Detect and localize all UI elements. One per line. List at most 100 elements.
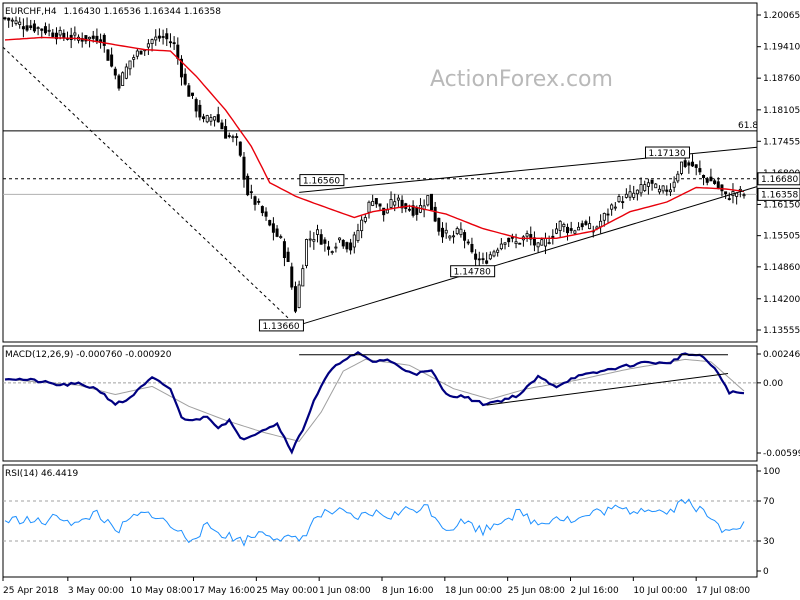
- candle-body: [540, 239, 544, 246]
- candle-body: [139, 50, 143, 55]
- candle-body: [128, 60, 132, 70]
- candle-body: [632, 192, 636, 198]
- candle-body: [338, 237, 342, 241]
- candle-body: [687, 162, 691, 166]
- candle-body: [253, 196, 257, 205]
- candle-body: [282, 241, 286, 259]
- candle-body: [668, 189, 672, 193]
- candle-body: [679, 161, 683, 174]
- price-y-tick-label: 1.20065: [763, 11, 800, 21]
- macd-y-ticks: 0.002463 0.00 -0.005992: [757, 350, 800, 459]
- macd-panel: 0.002463 0.00 -0.005992 MACD(12,26,9) -0.0…: [2, 345, 800, 462]
- x-tick-label: 25 Jun 08:00: [508, 586, 565, 596]
- x-tick-label: 17 May 16:00: [194, 586, 256, 596]
- candle-body: [507, 237, 511, 243]
- candle-body: [698, 168, 702, 173]
- macd-panel-frame: [2, 345, 758, 462]
- price-header: EURCHF,H4 1.16430 1.16536 1.16344 1.1635…: [5, 7, 221, 17]
- price-y-tick-label: 1.18760: [763, 74, 800, 84]
- candle-body: [356, 230, 360, 241]
- price-y-tick-label: 1.19410: [763, 43, 800, 53]
- candle-body: [654, 183, 658, 189]
- candle-body: [29, 25, 33, 29]
- candle-body: [665, 189, 669, 192]
- price-badge: [757, 172, 800, 186]
- candle-body: [172, 42, 176, 45]
- candle-body: [624, 193, 628, 198]
- candle-body: [260, 206, 264, 214]
- candle-body: [352, 234, 356, 248]
- x-tick-label: 25 Apr 2018: [3, 586, 59, 596]
- macd-trendline: [486, 372, 729, 406]
- candle-body: [179, 58, 183, 78]
- candle-body: [580, 223, 584, 228]
- candle-body: [459, 228, 463, 236]
- candle-body: [286, 251, 290, 262]
- candle-body: [657, 188, 661, 193]
- candle-body: [275, 228, 279, 237]
- candle-body: [360, 219, 364, 232]
- candle-body: [558, 220, 562, 232]
- candle-body: [297, 284, 301, 308]
- annotation-box: [644, 146, 690, 159]
- candle-body: [547, 242, 551, 245]
- candle-body: [470, 243, 474, 253]
- candle-body: [312, 239, 316, 242]
- macd-trendlines: [299, 354, 729, 406]
- candle-body: [135, 50, 139, 57]
- annotation-box: [450, 265, 496, 278]
- candle-body: [536, 242, 540, 248]
- price-y-tick-label: 1.18105: [763, 106, 800, 116]
- rsi-panel: 100 70 30 0 RSI(14) 46.4419: [2, 464, 780, 578]
- x-tick-label: 18 Jun 00:00: [445, 586, 502, 596]
- candle-body: [691, 161, 695, 167]
- candle-body: [735, 192, 739, 197]
- candle-body: [613, 206, 617, 209]
- watermark: ActionForex.com: [430, 67, 613, 92]
- candle-body: [146, 43, 150, 48]
- candle-body: [448, 235, 452, 239]
- candle-body: [573, 230, 577, 234]
- price-y-tick-label: 1.15505: [763, 232, 800, 242]
- candle-body: [694, 164, 698, 168]
- macd-y-tick-label: 0.00: [763, 379, 783, 389]
- candle-body: [389, 199, 393, 208]
- annotation-box: [258, 319, 304, 332]
- candle-body: [488, 254, 492, 260]
- moving-average-line: [4, 36, 745, 239]
- candle-body: [191, 92, 195, 96]
- x-tick-label: 1 Jun 08:00: [319, 586, 371, 596]
- candle-body: [727, 198, 731, 200]
- candle-body: [635, 189, 639, 195]
- candle-body: [610, 204, 614, 210]
- candle-body: [187, 85, 191, 97]
- x-tick-label: 8 Jun 16:00: [382, 586, 434, 596]
- price-trendline: [298, 186, 758, 326]
- rsi-y-ticks: 100 70 30 0: [757, 467, 780, 577]
- candle-body: [330, 251, 334, 253]
- candle-body: [496, 249, 500, 253]
- candle-body: [437, 217, 441, 232]
- candle-body: [157, 35, 161, 39]
- x-axis: 25 Apr 2018 3 May 00:00 10 May 08:00 17 May…: [2, 577, 750, 596]
- candle-body: [69, 34, 73, 41]
- candle-body: [400, 199, 404, 209]
- x-tick-label: 2 Jul 16:00: [571, 586, 620, 596]
- macd-y-tick-label: -0.005992: [763, 449, 800, 459]
- rsi-y-tick-label: 0: [763, 567, 769, 577]
- candle-body: [672, 181, 676, 188]
- rsi-y-tick-label: 100: [763, 467, 780, 477]
- candle-body: [382, 207, 386, 216]
- ohlc-label: 1.16430 1.16536 1.16344 1.16358: [64, 7, 222, 17]
- candle-body: [249, 191, 253, 194]
- candle-body: [150, 39, 154, 45]
- candle-body: [441, 227, 445, 238]
- candle-body: [40, 28, 44, 31]
- candle-body: [466, 241, 470, 244]
- candle-body: [51, 32, 55, 37]
- candle-body: [43, 26, 47, 34]
- candle-body: [463, 232, 467, 241]
- candle-body: [84, 35, 88, 42]
- rsi-y-tick-label: 30: [763, 537, 775, 547]
- candle-body: [293, 286, 297, 312]
